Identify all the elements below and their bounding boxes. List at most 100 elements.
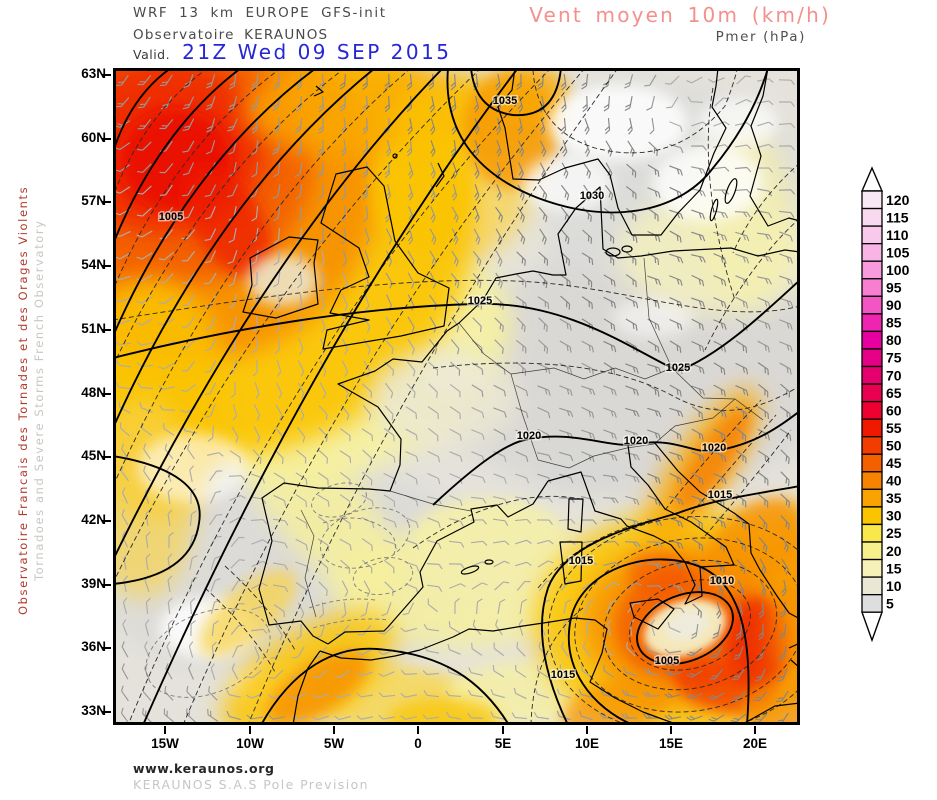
colorbar-label: 35 xyxy=(886,490,902,506)
lon-label: 10W xyxy=(236,736,264,751)
colorbar-box xyxy=(861,471,883,490)
colorbar-arrow-up xyxy=(860,166,884,192)
colorbar-label: 40 xyxy=(886,473,902,489)
model-line: WRF 13 km EUROPE GFS-init xyxy=(133,5,387,21)
country-borders xyxy=(300,257,764,618)
colorbar-box xyxy=(861,383,883,403)
colorbar-label: 120 xyxy=(886,192,910,208)
lon-label: 20E xyxy=(742,736,768,751)
isobar-label: 1025 xyxy=(468,295,492,307)
valid-datetime: 21Z Wed 09 SEP 2015 xyxy=(182,40,452,64)
lat-label: 57N xyxy=(81,193,106,208)
left-banner-english: Tornadoes and Severe Storms French Obser… xyxy=(32,219,46,581)
colorbar-box xyxy=(861,365,883,385)
valid-label: Valid. xyxy=(133,47,171,62)
colorbar-box xyxy=(861,190,883,210)
lon-tick xyxy=(164,726,166,734)
lat-label: 33N xyxy=(81,703,106,718)
lon-tick xyxy=(502,726,504,734)
lat-label: 39N xyxy=(81,576,106,591)
colorbar-label: 65 xyxy=(886,385,902,401)
colorbar-label: 20 xyxy=(886,543,902,559)
colorbar-label: 110 xyxy=(886,227,909,243)
lat-tick xyxy=(102,393,111,395)
colorbar-box xyxy=(861,348,883,368)
lat-tick xyxy=(102,201,111,203)
isobar-label: 1015 xyxy=(708,489,732,501)
lon-tick xyxy=(249,726,251,734)
organisation-line: Observatoire KERAUNOS xyxy=(133,27,329,43)
colorbar-label: 15 xyxy=(886,560,902,576)
colorbar-label: 95 xyxy=(886,280,902,296)
isobar-label: 1005 xyxy=(655,655,679,667)
thermal-low-isobars xyxy=(145,482,414,698)
colorbar-box xyxy=(861,207,883,227)
colorbar-label: 5 xyxy=(886,595,894,611)
colorbar-box xyxy=(861,225,883,245)
colorbar-label: 90 xyxy=(886,297,902,313)
colorbar-label: 115 xyxy=(886,209,909,225)
map-canvas: 1005 1035 1030 1025 1025 1020 1020 1020 1015 1015… xyxy=(113,68,800,725)
footer-company: KERAUNOS S.A.S Pole Prevision xyxy=(133,777,369,792)
isobar-label: 1035 xyxy=(493,95,517,107)
isobars xyxy=(113,68,800,725)
isobar-label: 1020 xyxy=(517,430,541,442)
colorbar-arrow-down xyxy=(861,611,883,643)
footer-url: www.keraunos.org xyxy=(133,761,275,776)
lon-label: 15W xyxy=(151,736,179,751)
lat-label: 36N xyxy=(81,639,106,654)
lat-tick xyxy=(102,138,111,140)
colorbar-label: 10 xyxy=(886,578,902,594)
map-frame xyxy=(113,68,800,725)
colorbar-box xyxy=(861,593,883,613)
lat-tick xyxy=(102,329,111,331)
colorbar-label: 80 xyxy=(886,332,902,348)
colorbar-box xyxy=(861,330,883,350)
lat-label: 51N xyxy=(81,321,106,336)
colorbar-label: 105 xyxy=(886,244,910,260)
colorbar-box xyxy=(861,278,883,297)
colorbar-box xyxy=(861,506,883,526)
isobar-label: 1005 xyxy=(159,211,183,223)
lat-label: 45N xyxy=(81,448,106,463)
lat-tick xyxy=(102,456,111,458)
coastlines xyxy=(242,68,800,725)
colorbar-box xyxy=(861,418,883,438)
map-title: Vent moyen 10m (km/h) xyxy=(529,3,831,27)
colorbar-box xyxy=(861,576,883,596)
lon-label: 5W xyxy=(323,736,345,751)
colorbar-label: 100 xyxy=(886,262,910,278)
colorbar-box xyxy=(861,523,883,543)
wind-speed-field xyxy=(113,68,800,725)
lat-tick xyxy=(102,520,111,522)
wind-barbs-layer xyxy=(114,73,796,725)
lat-tick xyxy=(102,265,111,267)
colorbar-label: 50 xyxy=(886,437,902,453)
isobar-label: 1015 xyxy=(569,555,593,567)
isobar-label: 1030 xyxy=(580,190,604,202)
isobar-label: 1015 xyxy=(551,669,575,681)
colorbar-box xyxy=(861,558,883,578)
lon-tick xyxy=(670,726,672,734)
colorbar-box xyxy=(861,436,883,455)
lon-label: 10E xyxy=(574,736,600,751)
colorbar-label: 30 xyxy=(886,508,902,524)
colorbar-box xyxy=(861,400,883,420)
weather-map-svg: 1005 1035 1030 1025 1025 1020 1020 1020 1015 1015… xyxy=(113,68,800,725)
isobar-labels: 1005 1035 1030 1025 1025 1020 1020 1020 1015 1015… xyxy=(157,94,735,683)
lat-label: 60N xyxy=(81,130,106,145)
lat-tick xyxy=(102,584,111,586)
lat-label: 48N xyxy=(81,385,106,400)
colorbar-label: 45 xyxy=(886,455,902,471)
isobar-label: 1010 xyxy=(710,575,734,587)
left-banner-french: Observatoire Francais des Tornades et de… xyxy=(16,185,30,615)
colorbar-box xyxy=(861,295,883,315)
colorbar-box xyxy=(861,243,883,262)
lat-tick xyxy=(102,647,111,649)
lat-label: 42N xyxy=(81,512,106,527)
colorbar-box xyxy=(861,488,883,508)
lat-tick xyxy=(102,74,111,76)
isobar-label: 1020 xyxy=(702,442,726,454)
lon-tick xyxy=(333,726,335,734)
